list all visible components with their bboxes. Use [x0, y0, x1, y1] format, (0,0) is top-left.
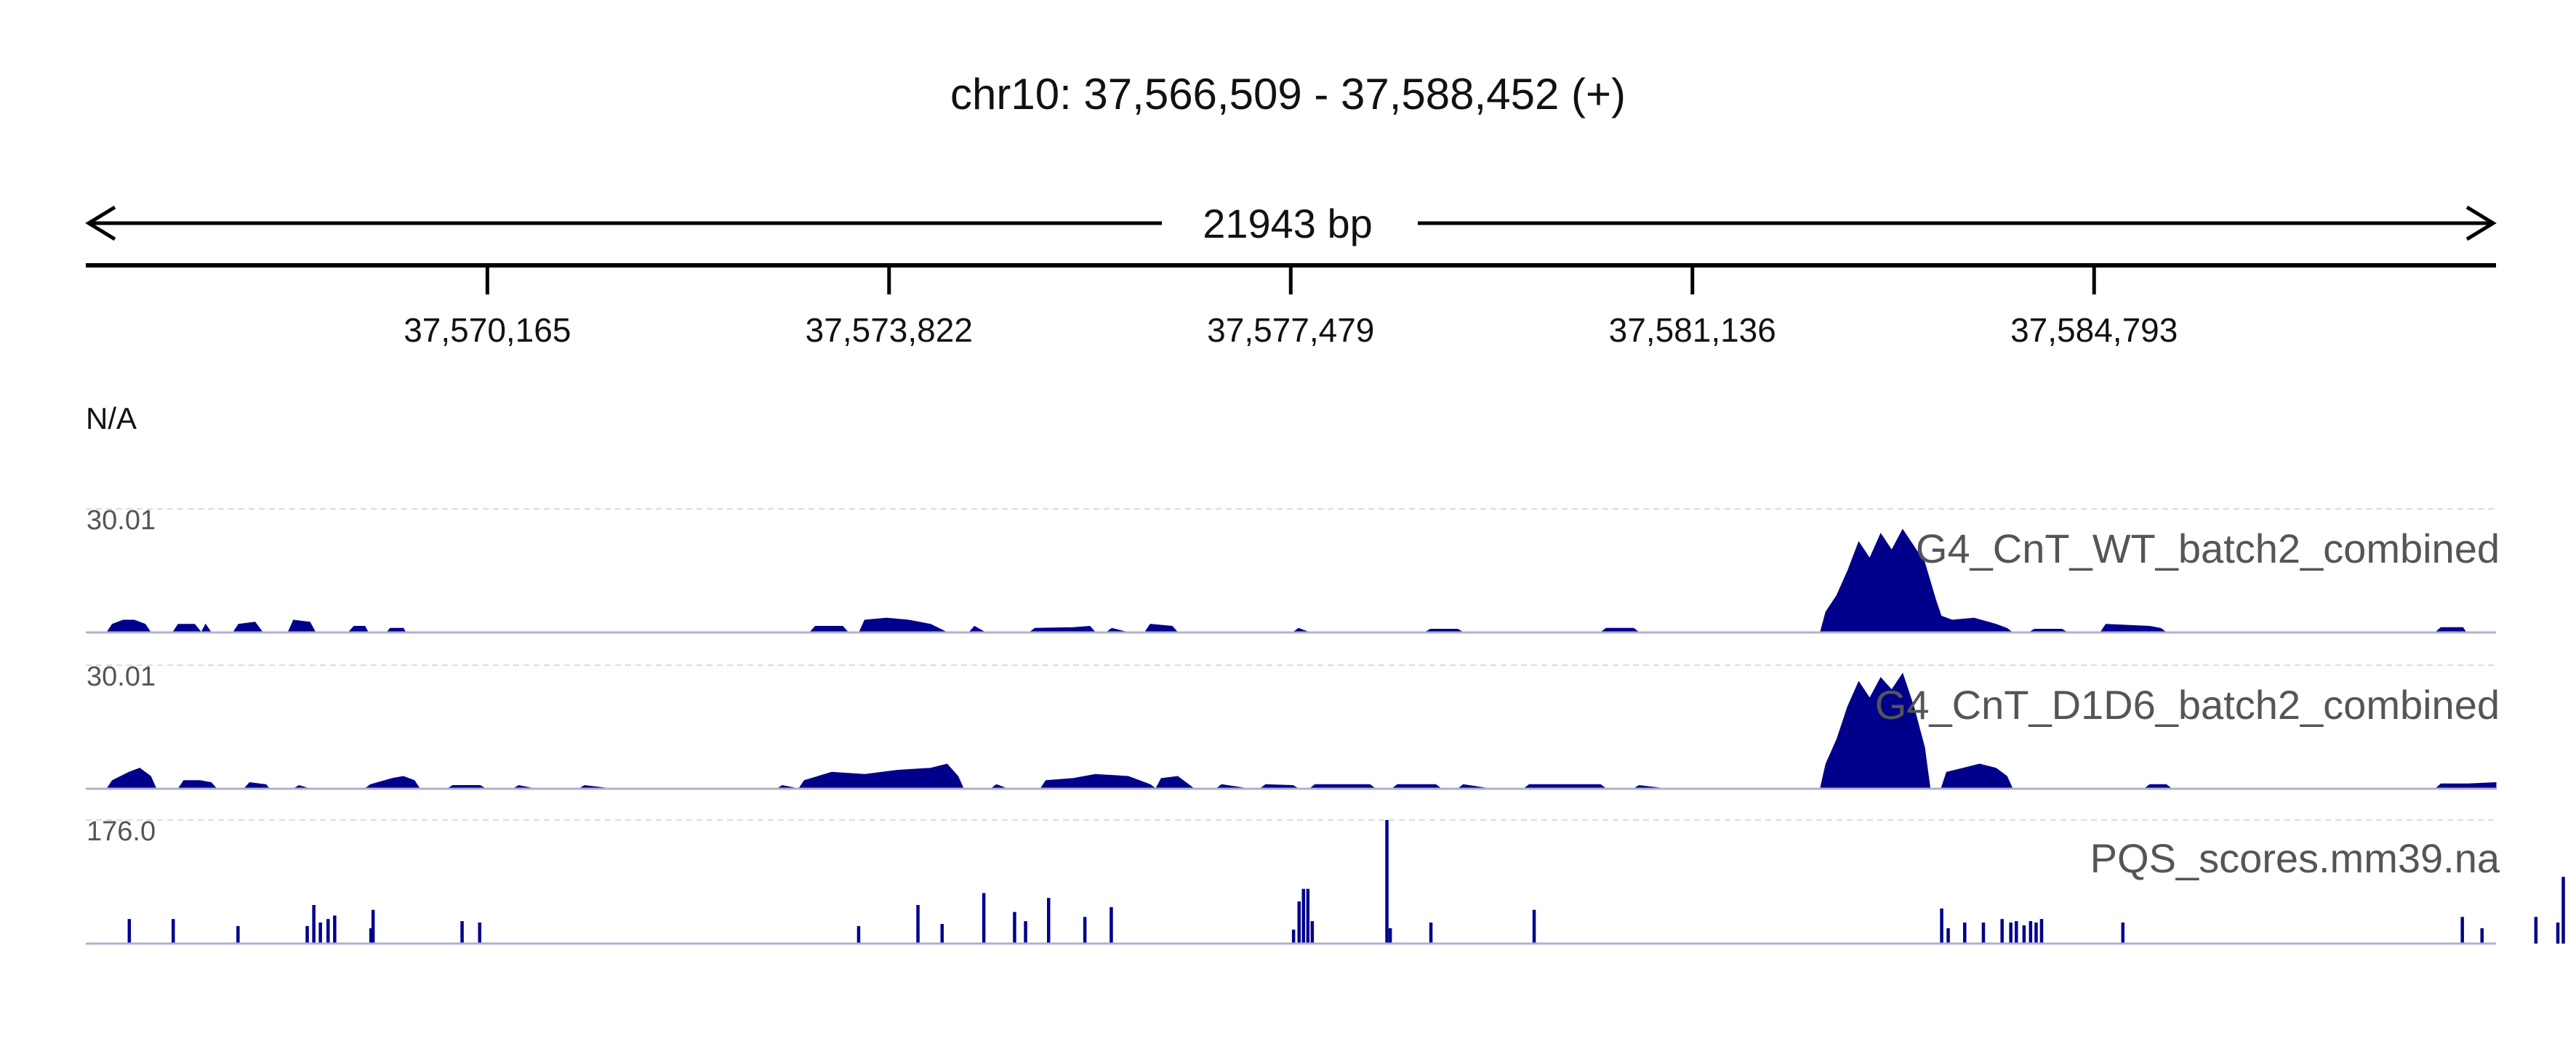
track-pqs-scale: 176.0	[87, 816, 156, 847]
pqs-bar	[172, 919, 175, 944]
pqs-bar	[460, 921, 464, 944]
track-pqs: 176.0 PQS_scores.mm39.na	[0, 813, 2576, 958]
region-title: chr10: 37,566,509 - 37,588,452 (+)	[950, 70, 1626, 118]
pqs-bar	[982, 893, 986, 944]
pqs-bar	[318, 923, 322, 944]
pqs-bar	[2015, 921, 2018, 944]
span-arrow	[85, 205, 2497, 241]
pqs-bar	[1297, 901, 1301, 944]
pqs-bar	[1024, 921, 1027, 944]
pqs-bar	[1310, 921, 1315, 944]
pqs-bar	[1110, 907, 1113, 944]
pqs-bar	[856, 925, 861, 944]
pqs-bar	[2000, 919, 2004, 944]
pqs-bar	[333, 915, 337, 944]
track-d1d6-scale: 30.01	[87, 662, 156, 692]
pqs-bar	[2121, 923, 2124, 944]
track-wt-plot	[86, 508, 2496, 634]
track-d1d6-name: G4_CnT_D1D6_batch2_combined	[1874, 682, 2500, 728]
pqs-bar	[1946, 928, 1950, 944]
pqs-bar	[127, 919, 132, 944]
track-pqs-plot	[86, 819, 2565, 945]
pqs-bar	[369, 928, 373, 944]
ruler-tick-label: 37,581,136	[1609, 311, 1776, 349]
pqs-bar	[312, 904, 316, 944]
pqs-bar	[2480, 928, 2484, 944]
track-pqs-name: PQS_scores.mm39.na	[2090, 835, 2500, 881]
pqs-bar	[1291, 929, 1296, 944]
pqs-bar	[2561, 877, 2565, 944]
pqs-bar	[1940, 908, 1943, 944]
pqs-bar	[2534, 917, 2538, 944]
pqs-bar	[1388, 928, 1392, 944]
pqs-bar	[1083, 917, 1087, 944]
pqs-bar	[1532, 909, 1536, 944]
pqs-bar	[1047, 898, 1051, 944]
pqs-bar	[326, 919, 330, 944]
pqs-bar	[305, 925, 309, 944]
pqs-bar	[916, 904, 920, 944]
pqs-bar	[371, 909, 375, 944]
span-arrow-right-head	[2465, 205, 2497, 241]
ruler-ticks: 37,570,165 37,573,822 37,577,479 37,581,136…	[404, 265, 2178, 349]
track-wt-name: G4_CnT_WT_batch2_combined	[1915, 526, 2500, 571]
ruler-tick-label: 37,584,793	[2010, 311, 2178, 349]
pqs-bar	[1385, 820, 1389, 944]
track-wt-scale: 30.01	[87, 505, 156, 536]
pqs-bar	[1429, 923, 1433, 944]
pqs-bar	[940, 924, 944, 944]
pqs-bar	[2009, 923, 2013, 944]
pqs-bar	[2460, 917, 2464, 944]
ruler-tick-label: 37,570,165	[404, 311, 571, 349]
track-d1d6-plot	[86, 664, 2497, 790]
pqs-bar	[1981, 923, 1986, 944]
span-label: 21943 bp	[1203, 201, 1373, 246]
pqs-bar	[478, 923, 481, 944]
pqs-bar	[2029, 921, 2033, 944]
pqs-bar	[236, 925, 240, 944]
pqs-bar	[2022, 925, 2026, 944]
ruler: 21943 bp 37,570,165 37,573,822 37,577,479 3…	[85, 201, 2497, 349]
span-arrow-left-head	[85, 205, 116, 241]
pqs-bar	[1306, 888, 1310, 944]
na-label: N/A	[86, 401, 137, 435]
ruler-tick-label: 37,573,822	[806, 311, 973, 349]
ruler-tick-label: 37,577,479	[1207, 311, 1374, 349]
pqs-bar	[2556, 923, 2560, 944]
track-wt: 30.01 G4_CnT_WT_batch2_combined	[0, 502, 2576, 647]
pqs-bar	[2034, 923, 2038, 944]
pqs-bar	[1963, 923, 1967, 944]
pqs-bar	[1013, 912, 1016, 944]
track-d1d6: 30.01 G4_CnT_D1D6_batch2_combined	[0, 658, 2576, 803]
pqs-bar	[1301, 888, 1305, 944]
pqs-bar	[2039, 919, 2044, 944]
